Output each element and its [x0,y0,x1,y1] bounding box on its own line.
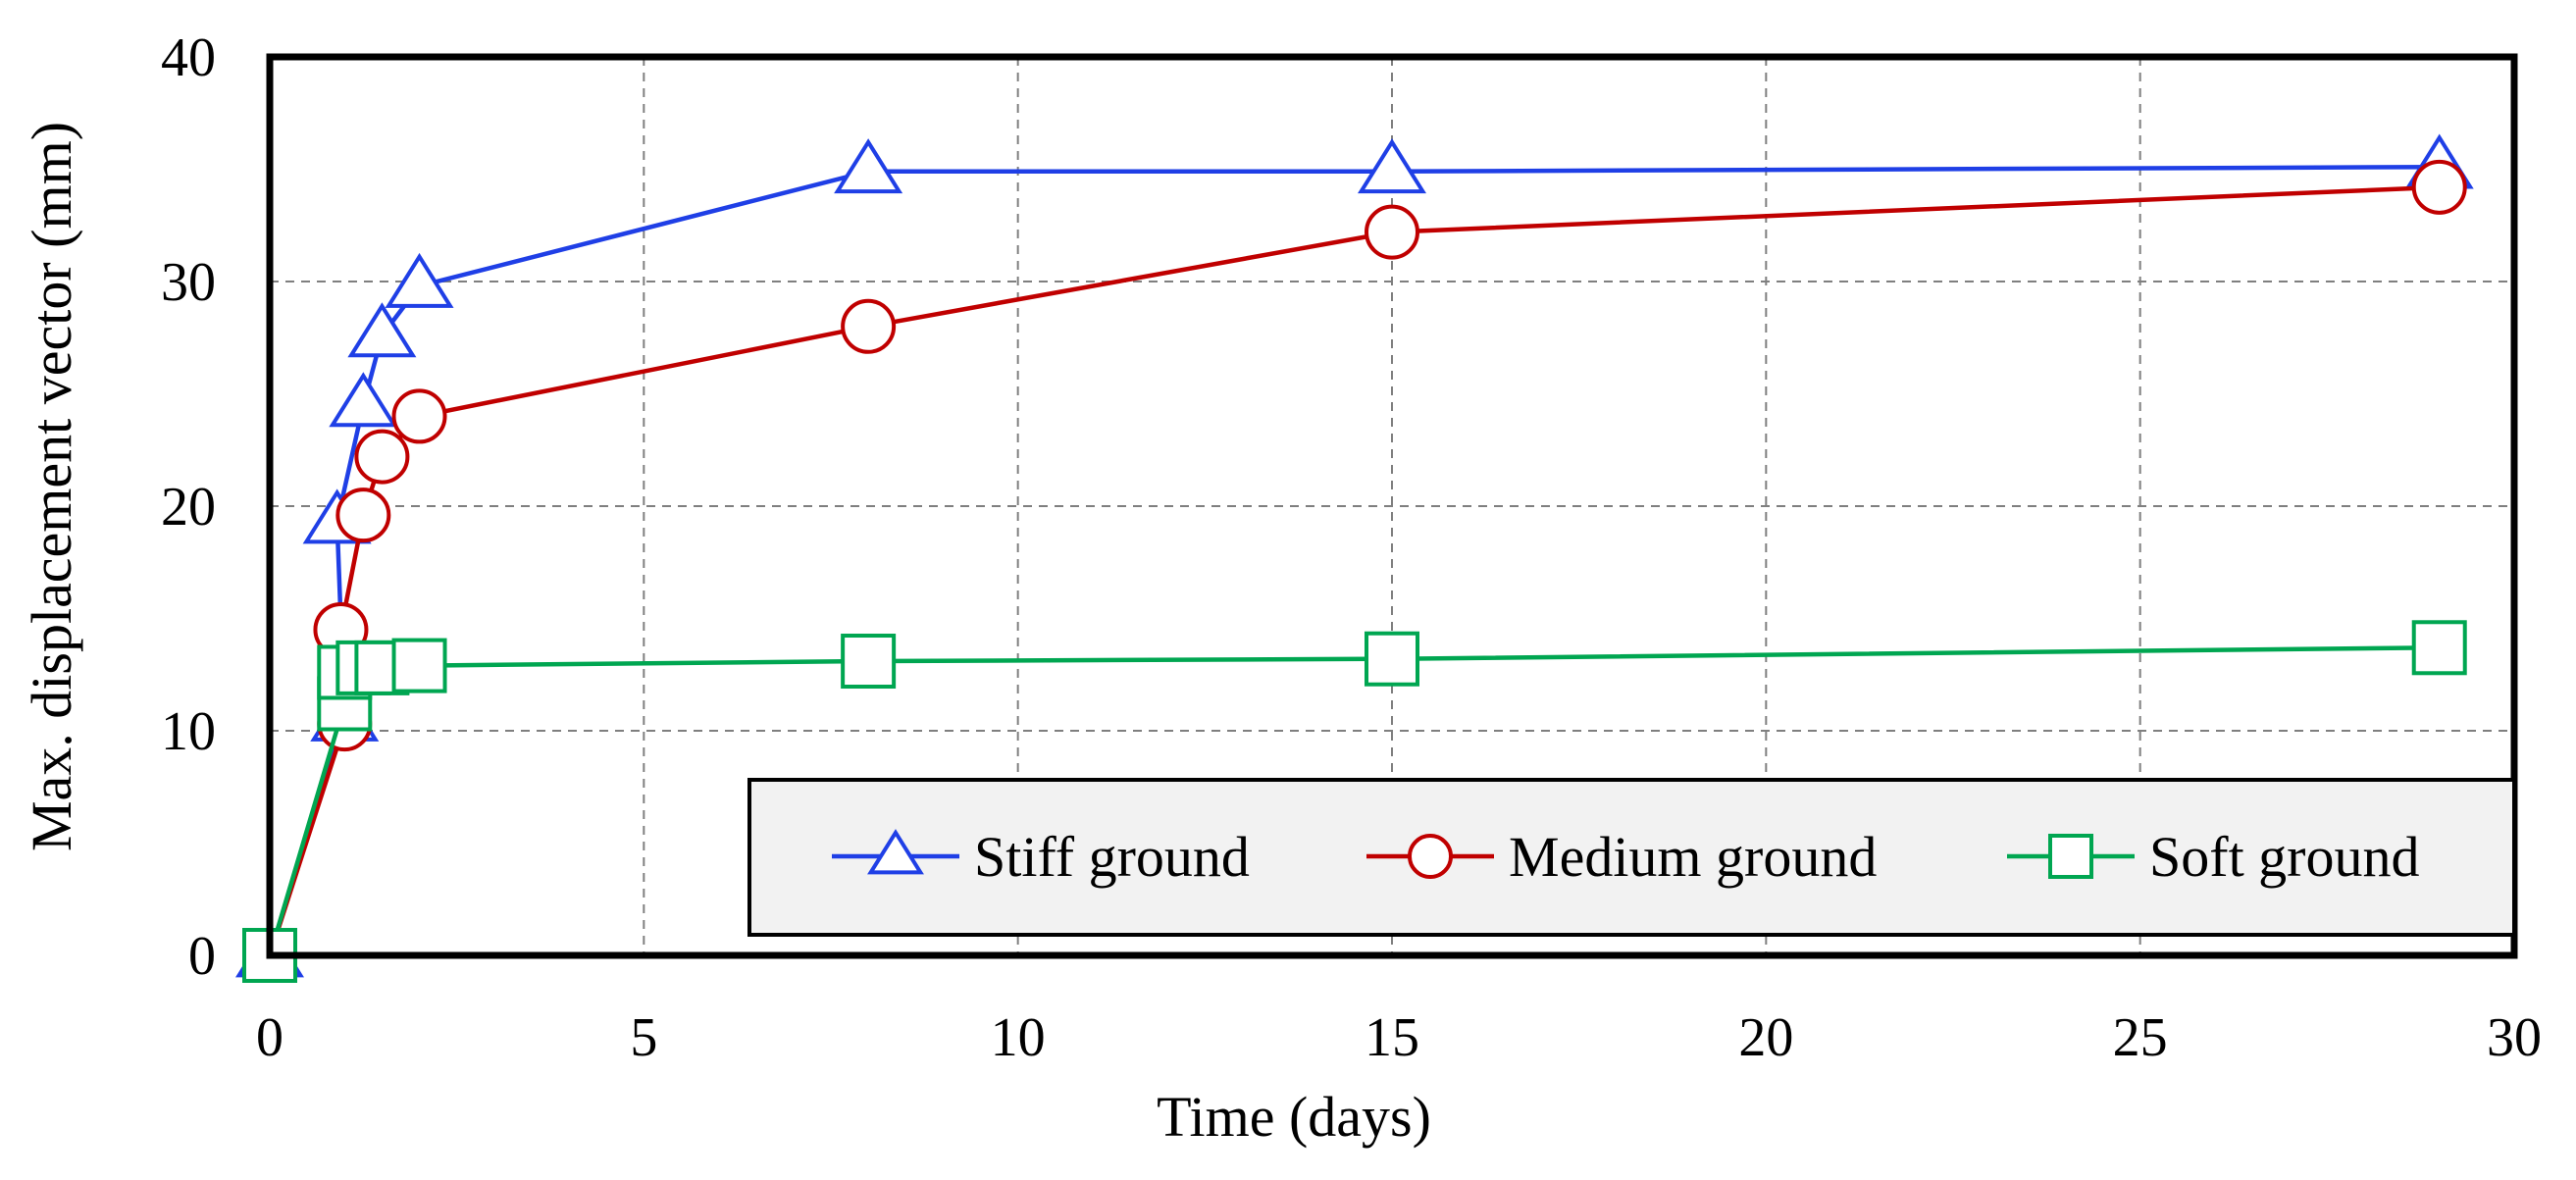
legend-entry-stiff-ground: Stiff ground [832,825,1250,889]
x-tick-label-0: 0 [256,1007,283,1068]
x-tick-label-20: 20 [1738,1007,1793,1068]
series-soft-ground [242,620,2467,983]
y-tick-label-10: 10 [161,701,216,762]
legend-marker-soft-ground [2048,834,2093,879]
legend-marker-stiff-ground [867,829,924,875]
data-point-stiff-ground-6 [834,138,903,194]
data-point-stiff-ground-4 [347,302,417,358]
data-point-medium-ground-8 [2411,159,2467,215]
data-point-soft-ground-7 [1365,631,1419,687]
legend-marker-medium-ground [1408,834,1453,879]
data-point-medium-ground-5 [391,388,447,444]
y-tick-label-40: 40 [161,27,216,88]
data-point-medium-ground-3 [335,487,391,543]
data-point-soft-ground-5 [391,638,447,693]
legend-label-stiff-ground: Stiff ground [974,825,1250,889]
x-tick-label-25: 25 [2113,1007,2168,1068]
data-point-stiff-ground-5 [385,252,454,308]
data-point-soft-ground-8 [2411,620,2467,676]
legend: Stiff ground Medium ground Soft ground [747,778,2516,937]
data-point-soft-ground-6 [841,634,897,690]
data-point-medium-ground-6 [841,298,897,354]
data-point-medium-ground-7 [1365,204,1419,260]
data-point-stiff-ground-7 [1357,138,1427,194]
x-tick-label-10: 10 [991,1007,1046,1068]
legend-entry-medium-ground: Medium ground [1366,825,1877,889]
legend-box [747,778,2516,937]
plot-frame [266,53,2518,959]
data-point-stiff-ground-3 [329,372,398,428]
y-tick-label-0: 0 [188,926,216,987]
y-tick-label-30: 30 [161,252,216,313]
legend-entry-soft-ground: Soft ground [2007,825,2420,889]
y-tick-label-20: 20 [161,477,216,538]
y-axis-title: Max. displacement vector (mm) [20,122,83,851]
frame-layer [266,53,2518,959]
series-layer [234,133,2474,983]
legend-label-medium-ground: Medium ground [1509,825,1877,889]
x-axis-title: Time (days) [1157,1085,1431,1149]
x-tick-label-5: 5 [630,1007,657,1068]
x-tick-label-30: 30 [2487,1007,2542,1068]
legend-label-soft-ground: Soft ground [2149,825,2420,889]
data-point-medium-ground-4 [354,429,410,485]
tick-layer: 0 5 10 15 20 25 30 0 10 20 30 40 [161,27,2542,1068]
x-tick-label-15: 15 [1365,1007,1419,1068]
